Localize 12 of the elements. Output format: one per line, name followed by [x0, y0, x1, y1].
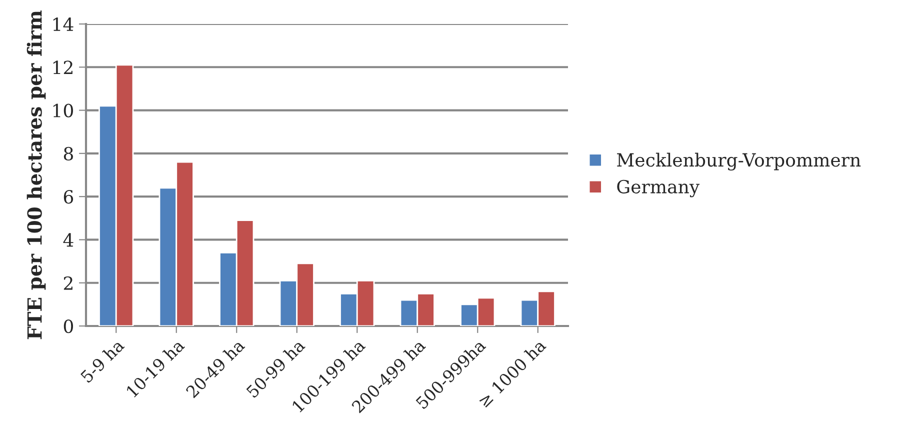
- legend-label: Mecklenburg-Vorpommern: [617, 152, 861, 170]
- y-tick-label: 6: [64, 190, 74, 204]
- y-tick-label: 0: [64, 319, 73, 334]
- y-tick-label: 2: [64, 276, 72, 290]
- y-tick-label: 12: [53, 60, 72, 74]
- y-tick-label: 4: [63, 233, 74, 247]
- y-tick-label: 8: [64, 146, 73, 161]
- y-tick-label: 14: [53, 17, 74, 31]
- x-tick-label: 5-9 ha: [80, 338, 125, 384]
- y-tick-label: 10: [53, 104, 73, 118]
- y-axis-title: FTE per 100 hectares per firm: [26, 10, 46, 340]
- legend-label: Germany: [617, 180, 700, 198]
